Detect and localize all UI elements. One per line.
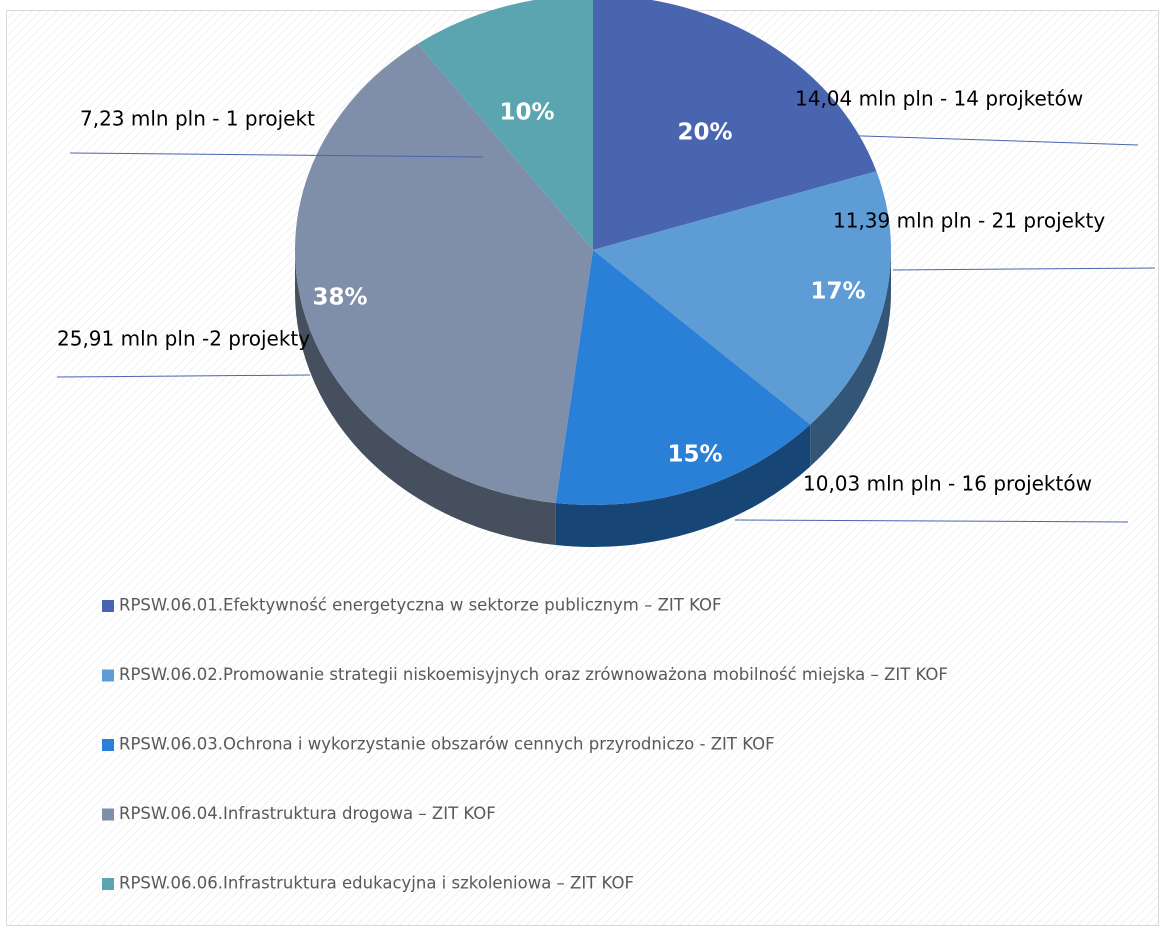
data-label: 38% xyxy=(312,285,367,311)
slice-side xyxy=(555,424,811,548)
slice-side xyxy=(810,250,892,467)
legend-label: RPSW.06.01.Efektywność energetyczna w se… xyxy=(119,596,722,615)
legend-swatch xyxy=(102,808,114,821)
legend-swatch xyxy=(102,878,114,890)
annotation: 14,04 mln pln - 14 projketów xyxy=(795,87,1083,111)
legend-label: RPSW.06.06.Infrastruktura edukacyjna i s… xyxy=(119,874,634,893)
legend-swatch xyxy=(102,600,114,612)
data-label: 15% xyxy=(667,442,722,468)
data-label: 17% xyxy=(810,279,865,305)
leader-line xyxy=(892,267,1156,271)
slice xyxy=(555,250,811,505)
legend-swatch xyxy=(102,669,114,682)
legend-label: RPSW.06.02.Promowanie strategii niskoemi… xyxy=(119,665,948,684)
leader-line xyxy=(56,374,311,378)
annotation: 11,39 mln pln - 21 projekty xyxy=(833,209,1105,233)
leader-line xyxy=(69,152,484,158)
annotation: 25,91 mln pln -2 projekty xyxy=(57,327,310,351)
annotation: 7,23 mln pln - 1 projekt xyxy=(80,107,315,131)
leader-line xyxy=(739,131,1139,146)
slice xyxy=(417,0,593,250)
slice xyxy=(593,0,877,250)
slice-side xyxy=(295,250,556,545)
legend-label: RPSW.06.04.Infrastruktura drogowa – ZIT … xyxy=(119,804,496,823)
slice xyxy=(294,43,593,503)
data-label: 20% xyxy=(677,120,732,146)
data-label: 10% xyxy=(499,100,554,126)
legend-label: RPSW.06.03.Ochrona i wykorzystanie obsza… xyxy=(119,735,775,754)
legend-swatch xyxy=(102,739,114,751)
annotation: 10,03 mln pln - 16 projektów xyxy=(803,472,1092,496)
leader-line xyxy=(734,519,1129,523)
slice xyxy=(593,171,891,425)
